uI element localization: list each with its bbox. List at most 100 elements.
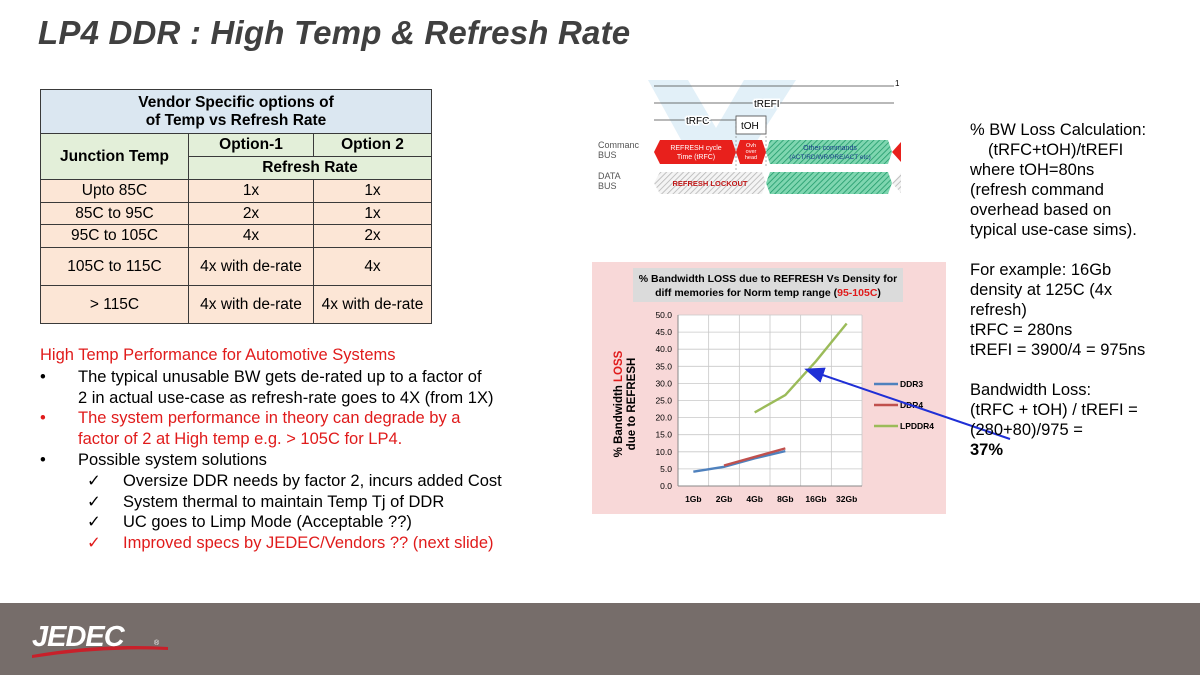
next-refresh-block	[892, 142, 901, 162]
vendor-options-table: Vendor Specific options of of Temp vs Re…	[40, 89, 432, 324]
check-item: ✓ Oversize DDR needs by factor 2, incurs…	[40, 471, 560, 492]
y-axis-label-2: due to REFRESH	[626, 358, 638, 451]
calc-line: overhead based on	[970, 201, 1112, 219]
check-text: Oversize DDR needs by factor 2, incurs a…	[123, 471, 502, 490]
calc-line: (tRFC+tOH)/tREFI	[988, 141, 1124, 159]
check-item: ✓ System thermal to maintain Temp Tj of …	[40, 492, 560, 513]
option1-header: Option-1	[188, 133, 314, 157]
calc-line: For example: 16Gb	[970, 261, 1112, 279]
calc-result: 37%	[970, 441, 1004, 459]
series-line-ddr3	[693, 449, 786, 473]
y-tick-label: 50.0	[655, 310, 672, 320]
temp-cell: 105C to 115C	[40, 247, 189, 286]
x-tick-label: 4Gb	[746, 494, 763, 504]
check-item: ✓ UC goes to Limp Mode (Acceptable ??)	[40, 512, 560, 533]
refresh-cycle-block	[654, 140, 736, 164]
y-axis-label-1: % Bandwidth LOSS	[613, 350, 625, 457]
option1-cell: 4x with de-rate	[188, 247, 314, 286]
calc-line: (refresh command	[970, 181, 1104, 199]
y-tick-label: 15.0	[655, 430, 672, 440]
chart-title-line2: diff memories for Norm temp range (95-10…	[655, 287, 881, 299]
checkmark-icon: ✓	[87, 492, 101, 511]
slide-title: LP4 DDR : High Temp & Refresh Rate	[38, 14, 631, 51]
bullet-text: Possible system solutions	[78, 450, 267, 469]
bullet-text: The system performance in theory can deg…	[78, 409, 461, 428]
table-row: Upto 85C 1x 1x	[40, 179, 432, 203]
calc-line: Bandwidth Loss:	[970, 381, 1092, 399]
y-axis-label-part2: LOSS	[613, 350, 625, 382]
watermark-shape	[648, 80, 796, 158]
chart-title-suffix: )	[877, 287, 881, 299]
legend-label: LPDDR4	[900, 421, 934, 431]
option2-cell: 4x	[313, 247, 432, 286]
data-bus-label-2: BUS	[598, 181, 617, 191]
calc-spacer	[970, 360, 1195, 380]
temp-cell: > 115C	[40, 285, 189, 324]
trfc-label: tRFC	[686, 116, 709, 127]
check-item: ✓ Improved specs by JEDEC/Vendors ?? (ne…	[40, 533, 560, 554]
calc-line: where tOH=80ns	[970, 161, 1095, 179]
chart-title-line1: % Bandwidth LOSS due to REFRESH Vs Densi…	[639, 273, 897, 285]
table-row: > 115C 4x with de-rate 4x with de-rate	[40, 285, 432, 324]
option2-cell: 2x	[313, 224, 432, 248]
y-tick-label: 25.0	[655, 396, 672, 406]
option1-cell: 4x with de-rate	[188, 285, 314, 324]
calc-line: (tRFC + tOH) / tREFI =	[970, 401, 1138, 419]
calc-spacer	[970, 240, 1195, 260]
refresh-cycle-text-2: Time (tRFC)	[677, 154, 715, 161]
calc-line: % BW Loss Calculation:	[970, 121, 1147, 139]
temp-cell: 95C to 105C	[40, 224, 189, 248]
y-tick-label: 5.0	[660, 464, 672, 474]
jedec-logo: JEDEC ®	[32, 621, 168, 658]
other-commands-text-2: (ACT/RD/WR/PRE/ACT etc)	[789, 154, 871, 161]
option1-cell: 1x	[188, 179, 314, 203]
overhead-text-1: Ovh	[746, 143, 756, 149]
y-axis-label-part1: % Bandwidth	[613, 382, 625, 457]
footer-bar	[0, 603, 1200, 675]
bullet-text: The typical unusable BW gets de-rated up…	[78, 367, 482, 386]
chart-title-prefix: diff memories for Norm temp range (	[655, 287, 838, 299]
data-bus-label-1: DATA	[598, 171, 621, 181]
check-text: UC goes to Limp Mode (Acceptable ??)	[123, 513, 412, 532]
x-tick-label: 2Gb	[716, 494, 733, 504]
calc-line: tRFC = 280ns	[970, 321, 1073, 339]
calc-line: density at 125C (4x	[970, 281, 1113, 299]
y-tick-label: 45.0	[655, 327, 672, 337]
checkmark-icon: ✓	[87, 471, 101, 490]
y-tick-label: 40.0	[655, 344, 672, 354]
legend-label: DDR4	[900, 400, 923, 410]
option2-cell: 4x with de-rate	[313, 285, 432, 324]
other-commands-text-1: Other commands	[803, 145, 857, 152]
checkmark-icon: ✓	[87, 513, 101, 532]
temp-cell: Upto 85C	[40, 179, 189, 203]
bandwidth-loss-chart: % Bandwidth LOSS due to REFRESH Vs Densi…	[592, 262, 946, 514]
chart-svg: % Bandwidth LOSS due to REFRESH Vs Densi…	[613, 268, 934, 504]
refresh-lockout-block	[654, 172, 766, 194]
command-bus-label-1: Commanc	[598, 140, 640, 150]
option2-cell: 1x	[313, 179, 432, 203]
bullet-dot-icon: •	[40, 450, 46, 469]
table-row: 85C to 95C 2x 1x	[40, 202, 432, 225]
chart-title-bg	[633, 268, 903, 302]
y-tick-label: 10.0	[655, 447, 672, 457]
y-tick-label: 20.0	[655, 413, 672, 423]
overhead-text-2: over	[746, 149, 757, 155]
command-bus-label-2: BUS	[598, 150, 617, 160]
bullet-item: • The system performance in theory can d…	[40, 408, 560, 450]
x-tick-label: 8Gb	[777, 494, 794, 504]
calc-line: tREFI = 3900/4 = 975ns	[970, 341, 1146, 359]
next-lockout-block	[892, 173, 901, 193]
temp-cell: 85C to 95C	[40, 202, 189, 225]
check-text: System thermal to maintain Temp Tj of DD…	[123, 492, 445, 511]
junction-temp-header: Junction Temp	[40, 133, 189, 180]
y-tick-label: 35.0	[655, 361, 672, 371]
option2-header: Option 2	[313, 133, 432, 157]
series-line-lpddr4	[754, 322, 848, 414]
calc-line: refresh)	[970, 301, 1027, 319]
table-title-line2: of Temp vs Refresh Rate	[145, 111, 327, 129]
refresh-lockout-text: REFRESH LOCKOUT	[673, 179, 748, 188]
refresh-timing-diagram: 1 tREFI tRFC tOH Commanc BUS DATA BUS RE…	[598, 79, 901, 196]
refresh-cycle-text-1: REFRESH cycle	[670, 145, 721, 152]
check-text: Improved specs by JEDEC/Vendors ?? (next…	[123, 534, 494, 553]
trefi-label: tREFI	[754, 99, 780, 110]
